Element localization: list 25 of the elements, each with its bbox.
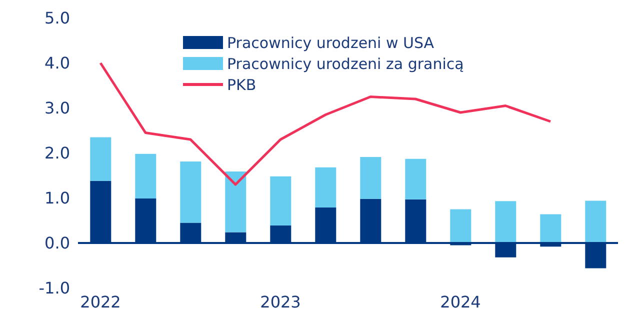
bar [495, 201, 516, 243]
y-tick-label: -1.0 [38, 278, 70, 298]
bar [405, 158, 426, 200]
y-tick-label: 4.0 [44, 54, 70, 73]
x-tick-label: 2024 [440, 292, 481, 312]
x-tick-label: 2023 [260, 292, 301, 312]
bar [180, 162, 202, 223]
bar [315, 167, 336, 208]
legend-label: PKB [227, 76, 256, 94]
bar [585, 200, 606, 243]
bar [360, 157, 382, 199]
y-tick-label: 5.0 [44, 8, 70, 28]
bar [270, 176, 292, 226]
x-tick-label: 2022 [80, 292, 121, 312]
y-tick-label: 2.0 [44, 144, 70, 163]
bar [90, 137, 112, 181]
bar [540, 214, 562, 243]
y-tick-label: 3.0 [44, 98, 70, 118]
legend-label: Pracownicy urodzeni za granicą [227, 54, 464, 72]
bar [225, 171, 246, 232]
bar [450, 209, 472, 243]
legend-label: Pracownicy urodzeni w USA [227, 34, 434, 52]
y-tick-label: 1.0 [44, 188, 70, 208]
bar [135, 154, 156, 198]
y-tick-label: 0.0 [44, 234, 70, 253]
